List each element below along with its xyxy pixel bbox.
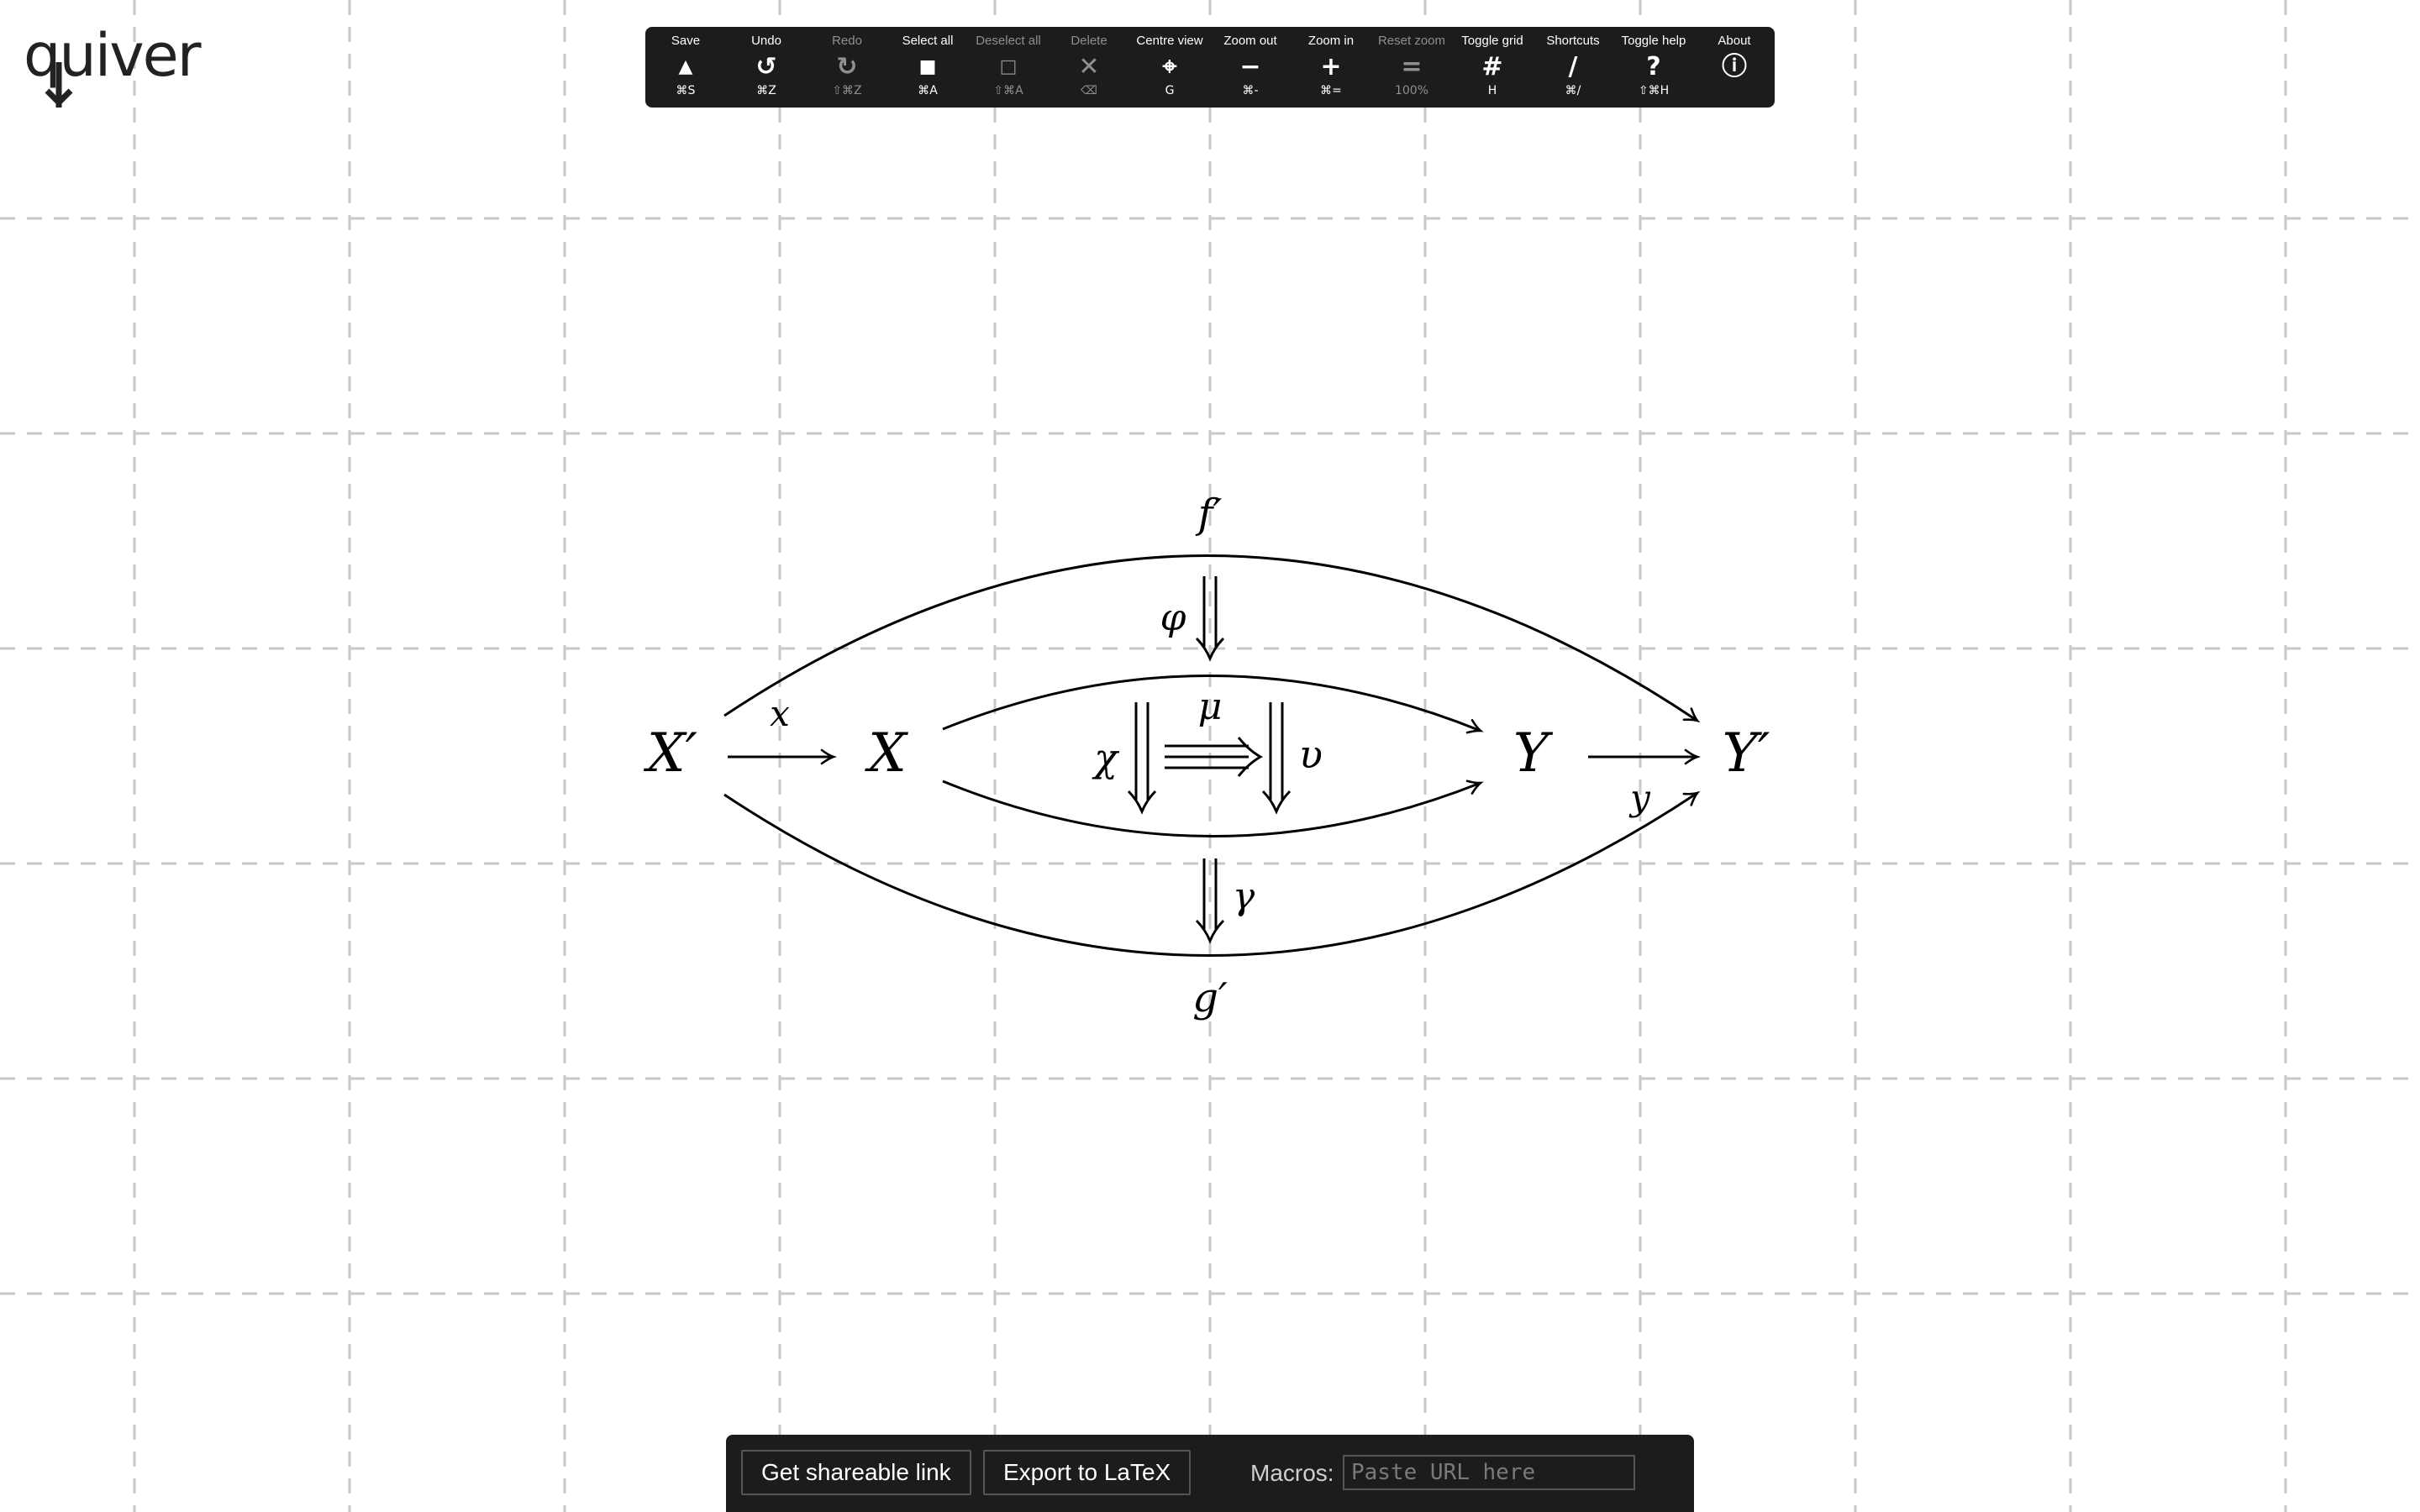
- toolbar-shortcut: G: [1165, 84, 1175, 97]
- toolbar-button-label: Undo: [751, 34, 781, 48]
- toolbar-shortcut: H: [1487, 84, 1497, 97]
- toolbar-button-label: Zoom out: [1223, 34, 1277, 48]
- undo-icon: ↺: [755, 52, 777, 81]
- redo-icon: ↻: [836, 52, 858, 81]
- toolbar-button-label: Delete: [1071, 34, 1107, 48]
- label-mu[interactable]: μ: [1198, 685, 1223, 728]
- shortcuts-icon: /: [1568, 52, 1578, 81]
- delete-icon: ✕: [1078, 52, 1100, 81]
- deselect-all-icon: □: [999, 56, 1018, 77]
- toolbar-about-button[interactable]: About ⓘ: [1694, 27, 1775, 108]
- label-f-prime[interactable]: f′: [1196, 491, 1223, 538]
- toolbar-shortcut: ⌘S: [676, 84, 696, 97]
- info-icon: ⓘ: [1722, 52, 1747, 81]
- toolbar-shortcut: ⌘/: [1565, 84, 1581, 97]
- toolbar-button-label: About: [1718, 34, 1751, 48]
- toolbar-shortcut: ⌘=: [1320, 84, 1342, 97]
- toolbar-select-all-button[interactable]: Select all ■ ⌘A: [887, 27, 968, 108]
- toolbar-centre-view-button[interactable]: Centre view ⌖ G: [1129, 27, 1210, 108]
- object-y[interactable]: Y: [1513, 722, 1554, 785]
- centre-view-icon: ⌖: [1162, 52, 1177, 81]
- toolbar-shortcut: ⌘A: [918, 84, 938, 97]
- two-cell-upsilon[interactable]: [1261, 702, 1292, 815]
- toolbar-deselect-all-button[interactable]: Deselect all □ ⇧⌘A: [968, 27, 1049, 108]
- toolbar-zoom-in-button[interactable]: Zoom in + ⌘=: [1291, 27, 1371, 108]
- logo-text: quiver: [24, 21, 202, 90]
- zoom-in-icon: +: [1320, 52, 1342, 81]
- toolbar-button-label: Deselect all: [976, 34, 1041, 48]
- toolbar-redo-button[interactable]: Redo ↻ ⇧⌘Z: [807, 27, 887, 108]
- label-gamma[interactable]: γ: [1233, 875, 1255, 918]
- toolbar-button-label: Toggle help: [1621, 34, 1686, 48]
- object-y-prime[interactable]: Y′: [1723, 722, 1770, 785]
- zoom-out-icon: −: [1239, 52, 1261, 81]
- toolbar-button-label: Select all: [902, 34, 954, 48]
- macros-label: Macros:: [1250, 1460, 1334, 1486]
- export-panel: Get shareable link Export to LaTeX Macro…: [726, 1435, 1694, 1512]
- two-cell-phi[interactable]: [1195, 576, 1225, 662]
- toolbar-delete-button[interactable]: Delete ✕ ⌫: [1049, 27, 1129, 108]
- grid-icon: #: [1481, 52, 1503, 81]
- help-icon: ?: [1646, 52, 1661, 81]
- toolbar-shortcuts-button[interactable]: Shortcuts / ⌘/: [1533, 27, 1613, 108]
- toolbar-toggle-grid-button[interactable]: Toggle grid # H: [1452, 27, 1533, 108]
- label-g-prime[interactable]: g′: [1192, 974, 1228, 1021]
- toolbar-button-label: Save: [671, 34, 701, 48]
- toolbar-zoom-out-button[interactable]: Zoom out − ⌘-: [1210, 27, 1291, 108]
- logo-arrow-icon: [45, 62, 73, 108]
- toolbar-button-label: Reset zoom: [1377, 34, 1446, 48]
- label-phi[interactable]: φ: [1160, 596, 1186, 639]
- toolbar-shortcut: ⇧⌘A: [993, 84, 1023, 97]
- label-y[interactable]: y: [1628, 777, 1651, 818]
- object-x[interactable]: X: [864, 722, 908, 785]
- toolbar-button-label: Shortcuts: [1546, 34, 1600, 48]
- share-link-button[interactable]: Get shareable link: [741, 1450, 971, 1495]
- select-all-icon: ■: [918, 56, 937, 77]
- toolbar-reset-zoom-button[interactable]: Reset zoom = 100%: [1371, 27, 1452, 108]
- toolbar-shortcut: ⇧⌘Z: [832, 84, 862, 97]
- label-upsilon[interactable]: υ: [1299, 732, 1323, 777]
- toolbar-shortcut: ⇧⌘H: [1638, 84, 1670, 97]
- toolbar-shortcut: 100%: [1394, 84, 1429, 97]
- object-x-prime[interactable]: X′: [643, 722, 698, 785]
- two-cell-gamma[interactable]: [1195, 858, 1225, 944]
- toolbar-shortcut: ⌫: [1081, 84, 1097, 97]
- toolbar-shortcut: ⌘-: [1242, 84, 1259, 97]
- toolbar: Save ▲ ⌘S Undo ↺ ⌘Z Redo ↻ ⇧⌘Z Select all ■ ⌘A Desel…: [645, 27, 1775, 108]
- arrow-top-inner[interactable]: [942, 675, 1481, 731]
- toolbar-button-label: Zoom in: [1307, 34, 1355, 48]
- three-cell-mu[interactable]: [1165, 737, 1264, 777]
- toolbar-toggle-help-button[interactable]: Toggle help? ⇧⌘H: [1613, 27, 1694, 108]
- toolbar-shortcut: ⌘Z: [756, 84, 776, 97]
- export-latex-button[interactable]: Export to LaTeX: [983, 1450, 1192, 1495]
- arrow-g-prime[interactable]: [723, 793, 1697, 957]
- two-cell-chi[interactable]: [1127, 702, 1157, 815]
- toolbar-button-label: Redo: [832, 34, 862, 48]
- save-icon: ▲: [678, 56, 693, 77]
- arrow-bottom-inner[interactable]: [942, 781, 1481, 837]
- macros-url-input[interactable]: [1343, 1455, 1635, 1490]
- label-x[interactable]: x: [770, 693, 790, 734]
- reset-zoom-icon: =: [1401, 52, 1423, 81]
- toolbar-button-label: Toggle grid: [1461, 34, 1523, 48]
- quiver-logo: quiver: [24, 17, 202, 109]
- toolbar-save-button[interactable]: Save ▲ ⌘S: [645, 27, 726, 108]
- arrow-f-prime[interactable]: [723, 554, 1697, 721]
- toolbar-button-label: Centre view: [1136, 34, 1203, 48]
- toolbar-undo-button[interactable]: Undo ↺ ⌘Z: [726, 27, 807, 108]
- label-chi[interactable]: χ: [1092, 735, 1120, 780]
